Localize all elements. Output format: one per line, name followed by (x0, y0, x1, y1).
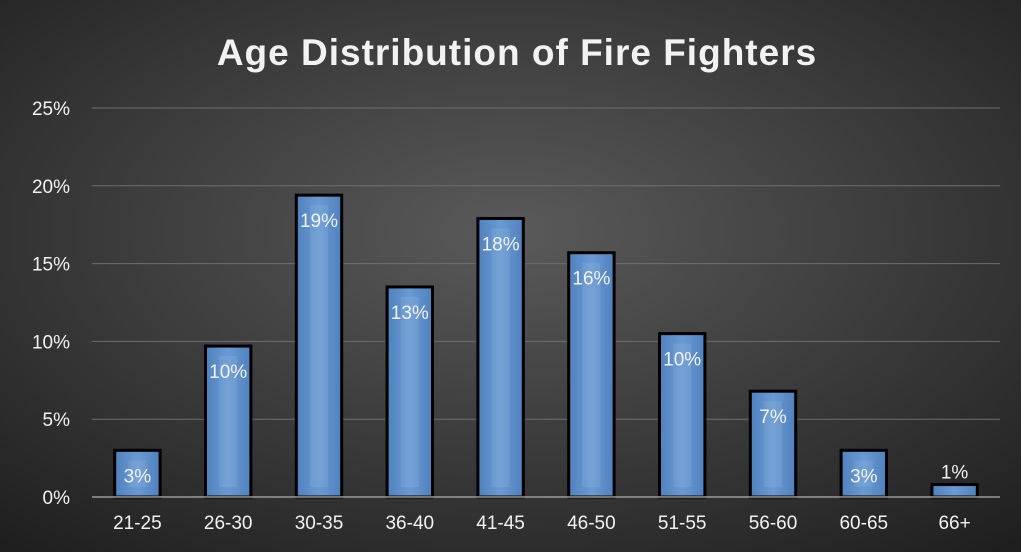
data-label: 13% (391, 303, 429, 324)
x-tick-label: 26-30 (204, 513, 253, 534)
x-tick-label: 36-40 (385, 513, 434, 534)
x-tick-label: 30-35 (295, 513, 344, 534)
bar-highlight (854, 460, 873, 487)
y-tick-label: 20% (32, 177, 70, 198)
data-label: 10% (209, 362, 247, 383)
data-label: 16% (572, 269, 610, 290)
chart-title: Age Distribution of Fire Fighters (217, 32, 817, 73)
data-label: 3% (124, 466, 152, 487)
x-tick-label: 46-50 (567, 513, 616, 534)
y-tick-label: 5% (43, 410, 71, 431)
bar-51-55 (658, 332, 707, 499)
bar-highlight (128, 460, 147, 487)
bar-46-50 (567, 251, 616, 499)
bar-highlight (763, 401, 783, 487)
y-tick-label: 15% (32, 255, 70, 276)
bar-highlight (673, 343, 692, 487)
bar-highlight (491, 228, 510, 487)
bar-highlight (582, 262, 601, 487)
data-label: 19% (300, 211, 338, 232)
x-tick-label: 51-55 (658, 513, 707, 534)
axes: 0% 5% 10% 15% 20% 25% 21-25 26-30 30-35 36-40 41-4… (32, 99, 1000, 534)
bar-21-25 (113, 448, 162, 499)
data-label: 7% (759, 407, 787, 428)
data-label: 18% (482, 234, 520, 255)
bar-66+ (930, 483, 979, 499)
data-label: 3% (850, 466, 878, 487)
y-tick-label: 0% (43, 488, 71, 509)
bars (113, 193, 979, 499)
bar-56-60 (748, 389, 798, 499)
y-tick-label: 10% (32, 332, 70, 353)
x-tick-label: 66+ (938, 513, 970, 534)
data-label: 10% (663, 350, 701, 371)
data-label: 1% (941, 463, 969, 484)
bar-highlight (400, 296, 419, 487)
bar-highlight (309, 205, 329, 488)
x-tick-label: 21-25 (113, 513, 162, 534)
x-tick-label: 56-60 (749, 513, 798, 534)
bar-41-45 (476, 216, 525, 499)
data-labels: 3% 10% 19% 13% 18% 16% 10% 7% 3% 1% (124, 211, 969, 487)
y-tick-label: 25% (32, 99, 70, 120)
x-tick-label: 60-65 (839, 513, 888, 534)
bar-highlight (219, 356, 238, 487)
x-tick-label: 41-45 (476, 513, 525, 534)
